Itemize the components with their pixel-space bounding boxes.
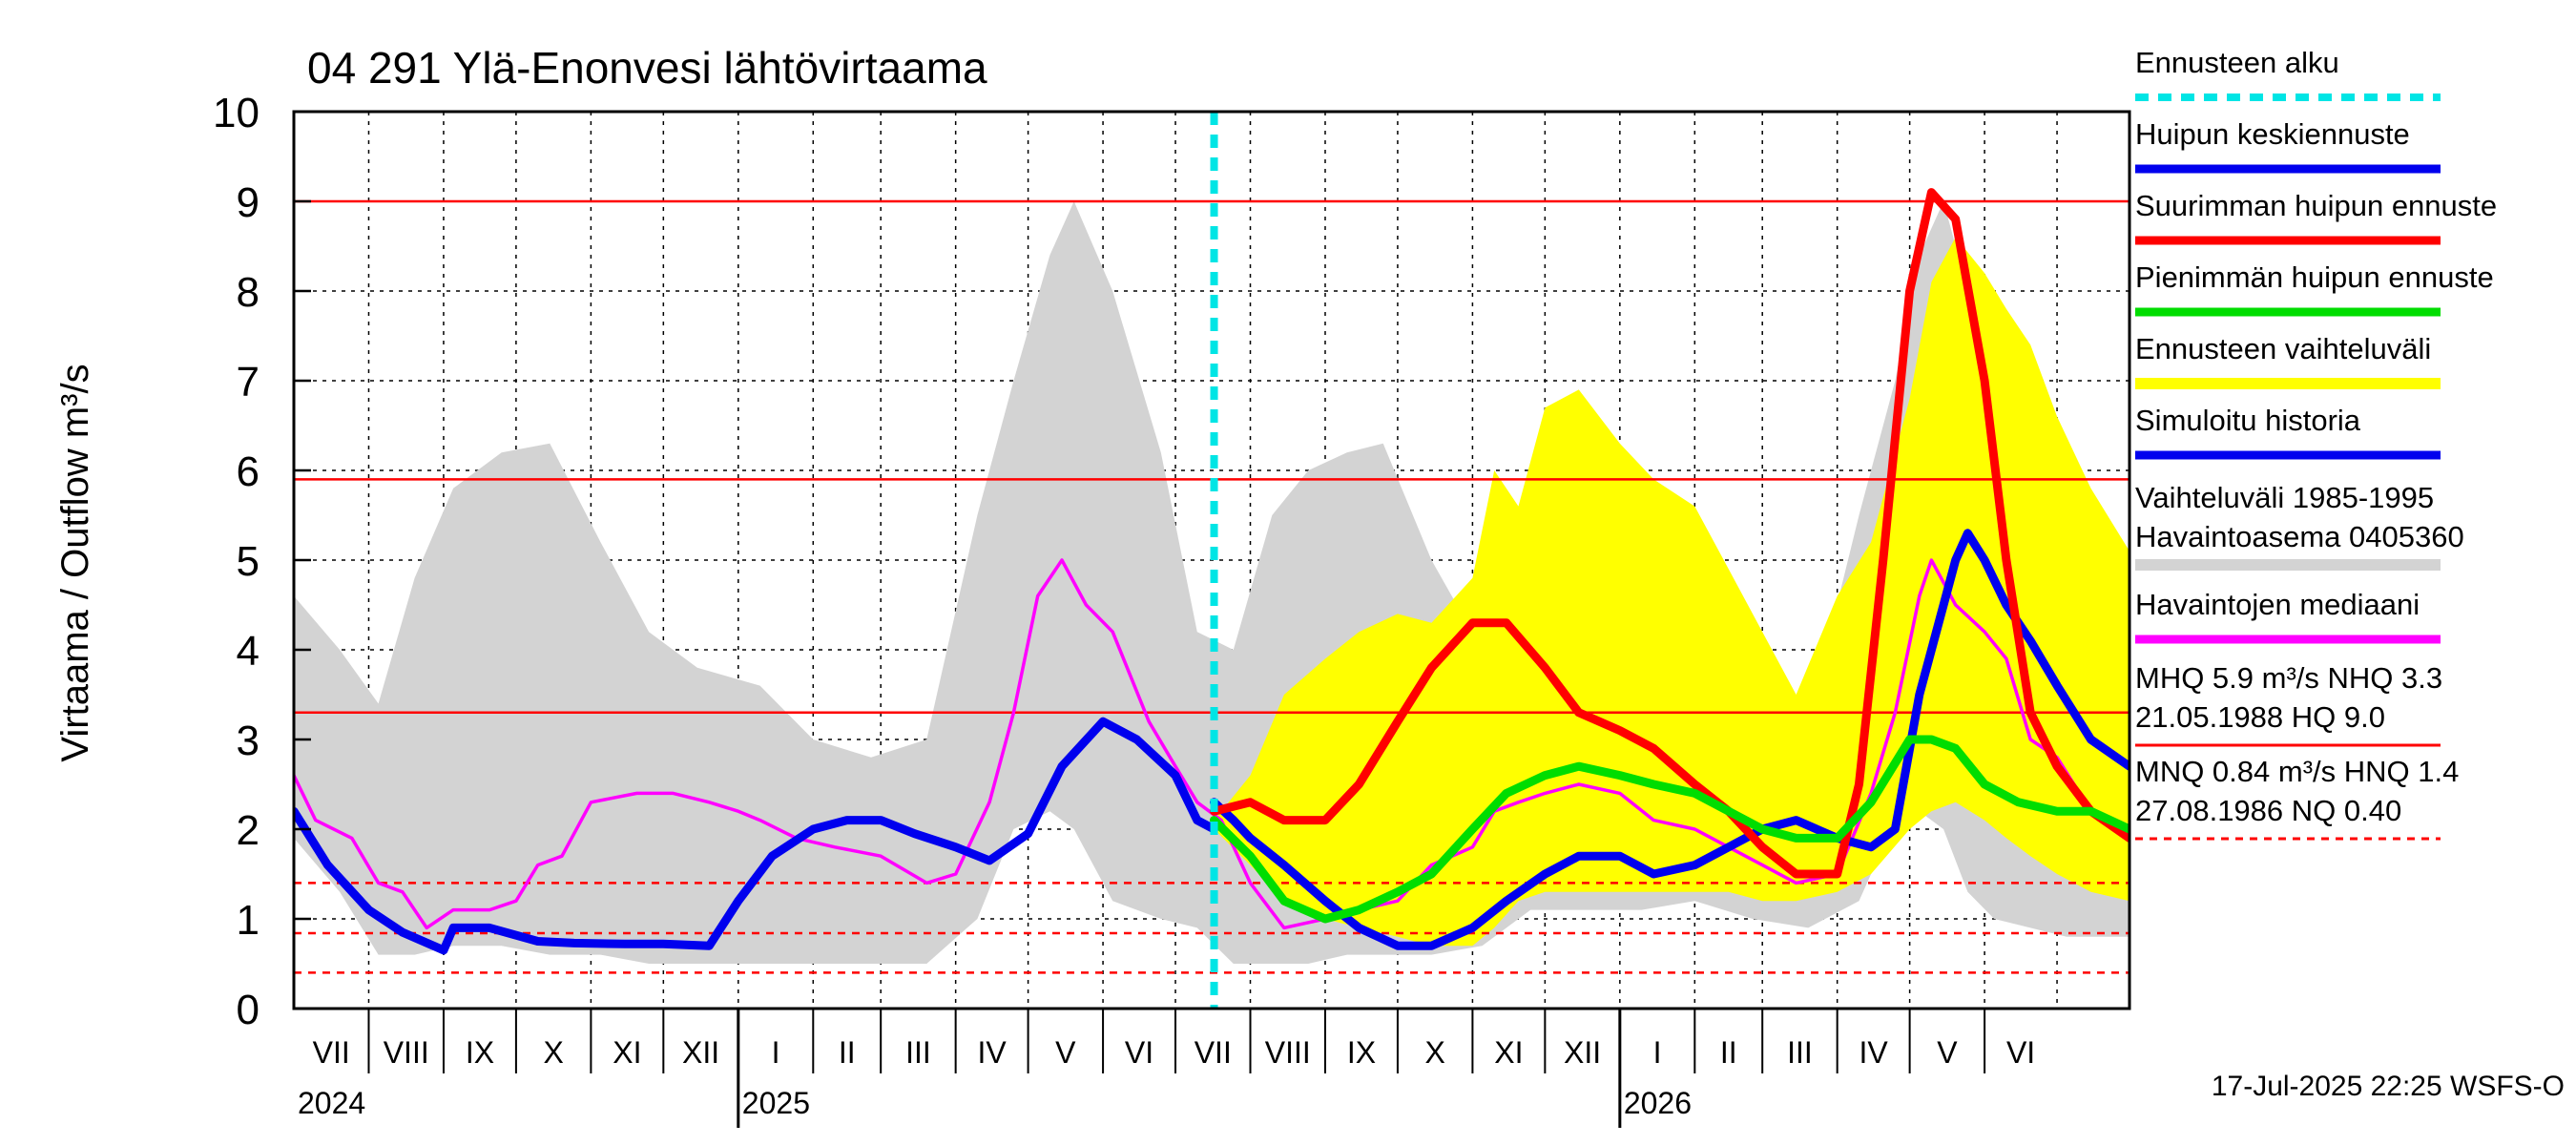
forecast-range-band (1214, 237, 2129, 947)
y-tick-label: 7 (237, 359, 260, 406)
legend-label: Ennusteen alku (2135, 46, 2339, 79)
x-month-label: VIII (384, 1035, 429, 1070)
x-month-label: VII (1195, 1035, 1232, 1070)
x-month-label: VIII (1265, 1035, 1311, 1070)
series-layer (294, 188, 2129, 955)
legend-label: MHQ 5.9 m³/s NHQ 3.3 (2135, 661, 2442, 695)
y-tick-label: 5 (237, 538, 260, 585)
legend-label-line2: Havaintoasema 0405360 (2135, 520, 2464, 553)
x-month-label: X (1424, 1035, 1444, 1070)
x-month-label: XI (613, 1035, 641, 1070)
legend-label: Huipun keskiennuste (2135, 117, 2410, 151)
x-month-label: III (1787, 1035, 1813, 1070)
x-month-label: IX (466, 1035, 494, 1070)
y-tick-label: 2 (237, 807, 260, 854)
x-month-label: VI (1125, 1035, 1153, 1070)
x-month-label: IV (1859, 1035, 1889, 1070)
y-tick-label: 3 (237, 718, 260, 764)
y-tick-label: 6 (237, 448, 260, 495)
x-month-label: IX (1347, 1035, 1376, 1070)
series-line (1210, 529, 2129, 950)
legend-label-line2: 27.08.1986 NQ 0.40 (2135, 794, 2401, 827)
x-month-label: II (839, 1035, 856, 1070)
legend-label: Simuloitu historia (2135, 404, 2361, 437)
y-axis-label: Virtaama / Outflow m³/s (54, 364, 96, 761)
x-month-label: VI (2006, 1035, 2035, 1070)
x-month-label: XI (1494, 1035, 1523, 1070)
x-month-label: XII (682, 1035, 719, 1070)
chart-title: 04 291 Ylä-Enonvesi lähtövirtaama (307, 43, 987, 93)
x-month-label: I (772, 1035, 780, 1070)
series-line (294, 717, 1218, 955)
legend-label: MNQ 0.84 m³/s HNQ 1.4 (2135, 755, 2459, 788)
x-month-label: IV (978, 1035, 1008, 1070)
legend-label-line2: 21.05.1988 HQ 9.0 (2135, 700, 2385, 734)
x-month-label: VII (313, 1035, 350, 1070)
series-line (1210, 735, 2129, 924)
x-month-label: X (543, 1035, 563, 1070)
legend-label: Havaintojen mediaani (2135, 588, 2420, 621)
legend-label: Ennusteen vaihteluväli (2135, 332, 2431, 365)
x-year-label: 2024 (298, 1086, 365, 1120)
x-year-label: 2025 (742, 1086, 810, 1120)
x-month-label: V (1937, 1035, 1958, 1070)
x-month-label: III (905, 1035, 931, 1070)
legend-label: Vaihteluväli 1985-1995 (2135, 481, 2434, 514)
reference-lines (294, 199, 2129, 974)
x-month-label: II (1720, 1035, 1737, 1070)
x-month-label: I (1653, 1035, 1662, 1070)
x-year-label: 2026 (1624, 1086, 1692, 1120)
series-line (294, 558, 2129, 930)
bands-layer (294, 201, 2129, 964)
y-tick-label: 4 (237, 628, 260, 675)
legend-label: Suurimman huipun ennuste (2135, 189, 2497, 222)
y-tick-label: 9 (237, 179, 260, 226)
x-month-label: XII (1564, 1035, 1601, 1070)
y-tick-label: 1 (237, 897, 260, 944)
y-tick-label: 0 (237, 987, 260, 1033)
y-tick-label: 10 (213, 90, 260, 136)
x-month-label: V (1055, 1035, 1076, 1070)
footer-timestamp: 17-Jul-2025 22:25 WSFS-O (2212, 1071, 2565, 1102)
y-tick-label: 8 (237, 269, 260, 316)
legend-label: Pienimmän huipun ennuste (2135, 260, 2494, 294)
legend: Ennusteen alku Huipun keskiennuste Suurimm… (2135, 46, 2497, 841)
